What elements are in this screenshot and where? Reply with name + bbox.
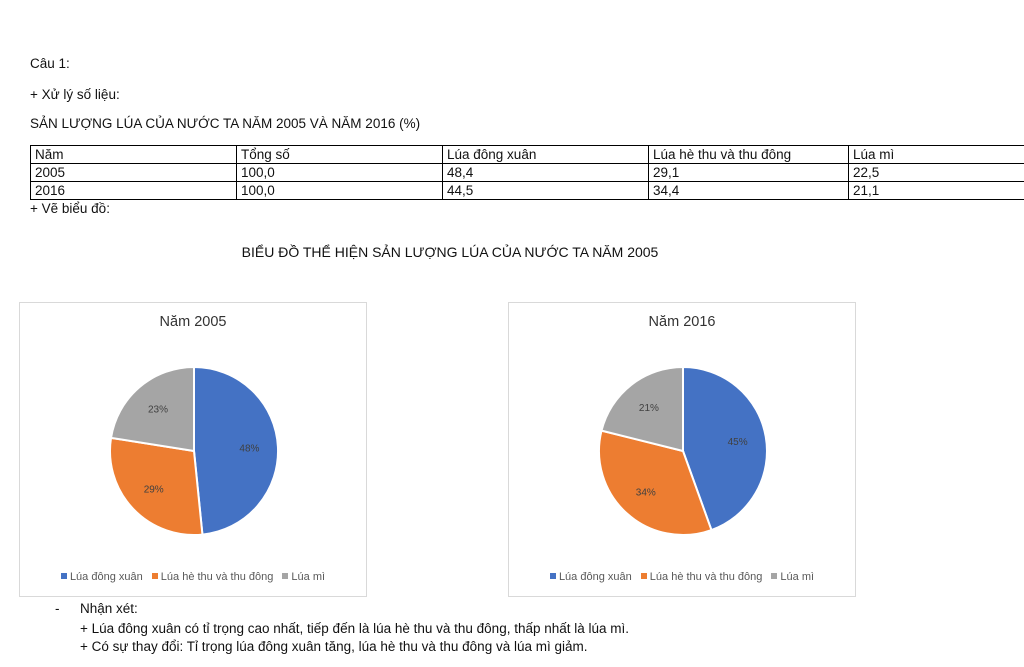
pie-slice — [109, 436, 204, 536]
pie-slice — [109, 365, 195, 453]
table-header-cell: Năm — [30, 145, 237, 164]
table-row: 2016 100,0 44,5 34,4 21,1 — [30, 181, 1024, 200]
legend-swatch — [151, 573, 158, 579]
notes-bullet: - — [55, 601, 60, 616]
legend-item: Lúa đông xuân — [60, 571, 143, 583]
legend-item: Lúa mì — [771, 571, 814, 583]
table-header-cell: Lúa mì — [848, 145, 1024, 164]
chart-legend: Lúa đông xuân Lúa hè thu và thu đông Lúa… — [20, 571, 366, 583]
chart-title: Năm 2016 — [648, 314, 716, 330]
slice-data-label: 34% — [636, 488, 656, 499]
table-cell: 34,4 — [648, 181, 849, 200]
legend-swatch — [640, 573, 647, 579]
pie-slice — [682, 365, 768, 532]
legend-label: Lúa mì — [291, 571, 326, 583]
table-cell: 29,1 — [648, 163, 849, 182]
legend-swatch — [549, 573, 556, 579]
legend-item: Lúa hè thu và thu đông — [151, 571, 274, 583]
table-title: SẢN LƯỢNG LÚA CỦA NƯỚC TA NĂM 2005 VÀ NĂ… — [30, 116, 421, 131]
notes-heading: Nhận xét: — [80, 601, 138, 616]
table-header-cell: Lúa đông xuân — [442, 145, 649, 164]
pie-slice — [600, 365, 684, 453]
table-row: 2005 100,0 48,4 29,1 22,5 — [30, 163, 1024, 182]
table-cell: 100,0 — [236, 181, 443, 200]
slice-data-label: 48% — [239, 444, 259, 455]
chart-legend: Lúa đông xuân Lúa hè thu và thu đông Lúa… — [509, 571, 855, 583]
chart-main-title: BIỂU ĐỒ THỂ HIỆN SẢN LƯỢNG LÚA CỦA NƯỚC … — [241, 244, 659, 260]
pie-svg: 48% 29% 23% — [109, 365, 279, 536]
table-cell: 2016 — [30, 181, 237, 200]
slice-data-label: 29% — [144, 485, 164, 496]
legend-label: Lúa đông xuân — [69, 571, 143, 583]
legend-item: Lúa đông xuân — [549, 571, 632, 583]
table-cell: 22,5 — [848, 163, 1024, 182]
table-cell: 48,4 — [442, 163, 649, 182]
pie-svg: 45% 34% 21% — [598, 365, 768, 536]
question-label: Câu 1: — [30, 56, 70, 71]
note-line: + Có sự thay đổi: Tỉ trọng lúa đông xuân… — [80, 639, 588, 654]
legend-item: Lúa mì — [282, 571, 325, 583]
data-table: Năm Tổng số Lúa đông xuân Lúa hè thu và … — [30, 145, 1024, 200]
legend-label: Lúa hè thu và thu đông — [160, 571, 274, 583]
note-line: + Lúa đông xuân có tỉ trọng cao nhất, ti… — [80, 621, 630, 636]
legend-swatch — [771, 573, 778, 579]
chart-title: Năm 2005 — [159, 314, 227, 330]
table-cell: 100,0 — [236, 163, 443, 182]
pie-chart-2016: Năm 2016 45% 34% 21% Lúa đông xuân Lúa hè … — [508, 302, 856, 597]
process-label: + Xử lý số liệu: — [30, 87, 120, 102]
legend-item: Lúa hè thu và thu đông — [640, 571, 763, 583]
table-cell: 21,1 — [848, 181, 1024, 200]
table-header-cell: Tổng số — [236, 145, 443, 164]
slice-data-label: 45% — [728, 437, 748, 448]
pie-slice — [598, 429, 713, 536]
legend-label: Lúa hè thu và thu đông — [649, 571, 763, 583]
table-cell: 44,5 — [442, 181, 649, 200]
pie-chart-2005: Năm 2005 48% 29% 23% Lúa đông xuân Lúa hè … — [19, 302, 367, 597]
table-header-row: Năm Tổng số Lúa đông xuân Lúa hè thu và … — [30, 145, 1024, 164]
legend-swatch — [60, 573, 67, 579]
table-cell: 2005 — [30, 163, 237, 182]
slice-data-label: 23% — [148, 404, 168, 415]
legend-label: Lúa mì — [780, 571, 815, 583]
draw-label: + Vẽ biểu đồ: — [30, 201, 110, 216]
pie-slice — [193, 365, 279, 536]
slice-data-label: 21% — [639, 403, 659, 414]
legend-swatch — [282, 573, 289, 579]
table-header-cell: Lúa hè thu và thu đông — [648, 145, 849, 164]
legend-label: Lúa đông xuân — [558, 571, 632, 583]
